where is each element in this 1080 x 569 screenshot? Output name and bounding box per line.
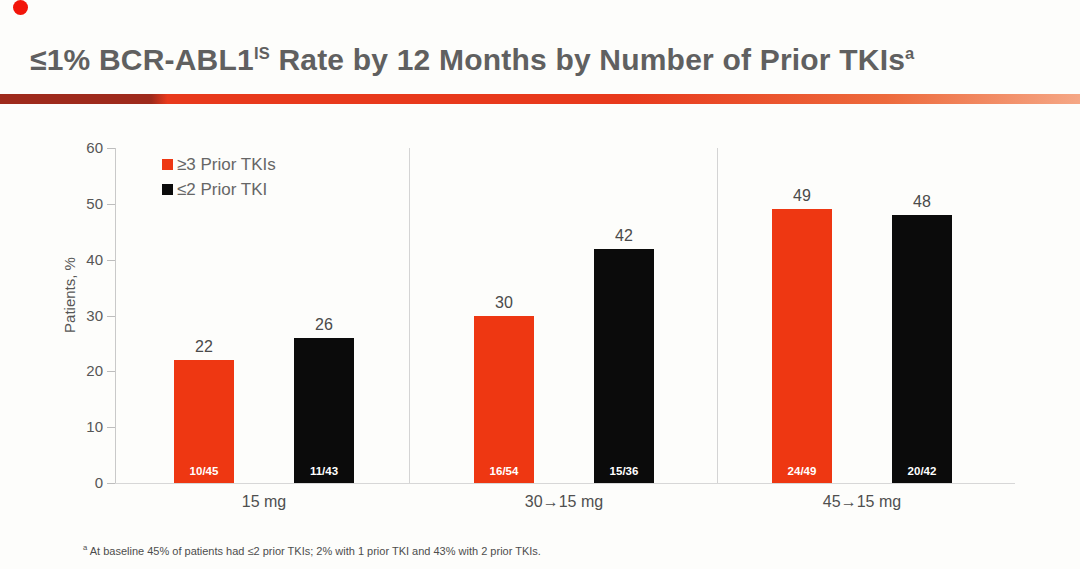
footnote: a At baseline 45% of patients had ≤2 pri… — [83, 545, 541, 557]
y-axis-tick — [107, 371, 115, 372]
y-axis-tick — [107, 148, 115, 149]
bar-black: 11/43 — [294, 338, 354, 483]
y-axis-tick — [107, 427, 115, 428]
bar-value-label: 26 — [294, 315, 354, 335]
bar-fraction-label: 16/54 — [474, 465, 534, 477]
bar-fraction-label: 10/45 — [174, 465, 234, 477]
x-axis-category-label: 15 mg — [174, 492, 354, 512]
bar-fraction-label: 15/36 — [594, 465, 654, 477]
y-axis-line — [115, 148, 116, 484]
y-axis-tick-label: 30 — [55, 307, 103, 325]
x-axis-category-label: 30→15 mg — [474, 492, 654, 512]
y-axis-tick-label: 50 — [55, 195, 103, 213]
legend-item: ≤2 Prior TKI — [162, 177, 276, 202]
bar-red: 16/54 — [474, 316, 534, 484]
group-separator — [717, 148, 718, 483]
bar-value-label: 49 — [772, 186, 832, 206]
y-axis-tick — [107, 260, 115, 261]
y-axis-tick — [107, 316, 115, 317]
bar-value-label: 22 — [174, 337, 234, 357]
y-axis-tick — [107, 204, 115, 205]
legend-swatch — [162, 184, 173, 195]
bar-value-label: 48 — [892, 192, 952, 212]
slide: ≤1% BCR-ABL1IS Rate by 12 Months by Numb… — [0, 0, 1080, 569]
bar-value-label: 30 — [474, 293, 534, 313]
y-axis-tick-label: 40 — [55, 251, 103, 269]
footnote-text: At baseline 45% of patients had ≤2 prior… — [87, 545, 541, 557]
legend-swatch — [162, 159, 173, 170]
legend: ≥3 Prior TKIs ≤2 Prior TKI — [162, 152, 276, 202]
y-axis-tick-label: 60 — [55, 139, 103, 157]
x-axis-line — [115, 483, 1015, 484]
legend-label: ≤2 Prior TKI — [177, 180, 267, 200]
group-separator — [409, 148, 410, 483]
bar-black: 15/36 — [594, 249, 654, 484]
bar-fraction-label: 11/43 — [294, 465, 354, 477]
bar-black: 20/42 — [892, 215, 952, 483]
bar-fraction-label: 24/49 — [772, 465, 832, 477]
y-axis-tick-label: 20 — [55, 362, 103, 380]
bar-red: 24/49 — [772, 209, 832, 483]
legend-item: ≥3 Prior TKIs — [162, 152, 276, 177]
bar-fraction-label: 20/42 — [892, 465, 952, 477]
y-axis-tick-label: 10 — [55, 418, 103, 436]
y-axis-tick-label: 0 — [55, 474, 103, 492]
x-axis-category-label: 45→15 mg — [772, 492, 952, 512]
legend-label: ≥3 Prior TKIs — [177, 155, 276, 175]
bar-value-label: 42 — [594, 226, 654, 246]
bar-chart: Patients, % ≥3 Prior TKIs≤2 Prior TKI 01… — [0, 0, 1080, 569]
y-axis-tick — [107, 483, 115, 484]
bar-red: 10/45 — [174, 360, 234, 483]
